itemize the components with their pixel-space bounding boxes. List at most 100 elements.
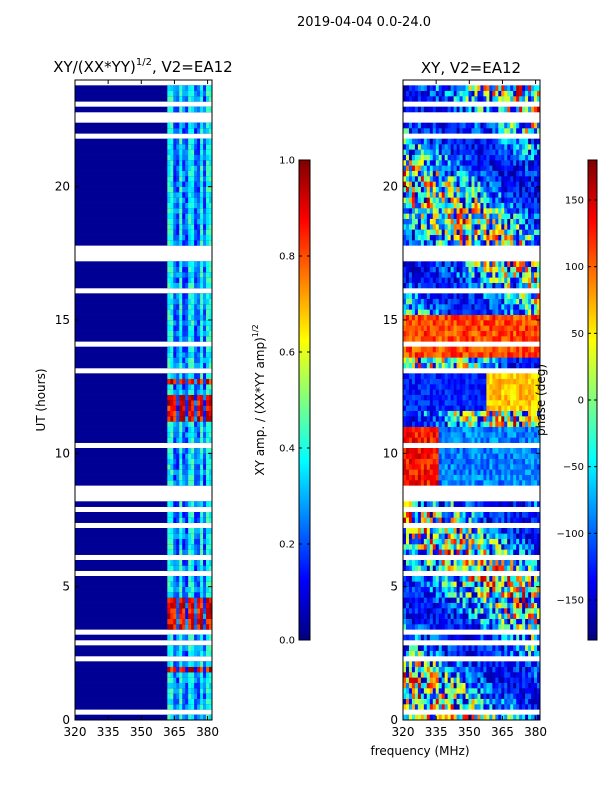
heat-cell <box>408 400 413 406</box>
heat-cell <box>453 688 457 694</box>
heat-cell <box>414 410 419 417</box>
heat-cell <box>203 352 207 358</box>
heat-cell <box>167 448 171 454</box>
heat-cell <box>453 277 457 283</box>
heat-cell <box>200 122 204 129</box>
heat-cell <box>170 224 174 230</box>
heat-cell <box>182 90 186 97</box>
heat-cell <box>197 218 201 225</box>
heat-cell <box>188 645 192 651</box>
heat-cell <box>441 464 445 470</box>
heat-cell <box>188 144 192 150</box>
heat-cell <box>426 560 431 566</box>
heat-cell <box>516 469 520 475</box>
heat-cell <box>471 421 475 427</box>
heat-cell <box>429 581 434 587</box>
heat-cell <box>432 560 437 566</box>
heat-cell <box>405 320 410 326</box>
heat-cell <box>498 698 502 705</box>
heat-cell <box>191 682 195 689</box>
heat-cell <box>534 426 538 433</box>
heat-cell <box>417 373 422 379</box>
heat-cell <box>516 474 520 481</box>
heat-cell <box>411 682 416 689</box>
heat-cell <box>489 501 493 507</box>
heat-cell <box>206 480 210 486</box>
heat-cell <box>516 320 520 326</box>
heat-cell <box>510 576 514 582</box>
heat-cell <box>492 650 496 657</box>
heat-cell <box>170 693 174 699</box>
heat-cell <box>197 266 201 273</box>
heat-cell <box>459 357 463 363</box>
heat-cell <box>435 448 440 454</box>
heat-cell <box>462 464 466 470</box>
heat-cell <box>423 352 428 358</box>
heat-cell <box>444 261 448 267</box>
heat-cell <box>507 234 511 241</box>
heat-cell <box>525 586 529 593</box>
heat-cell <box>173 122 177 129</box>
heat-cell <box>456 650 460 657</box>
heat-cell <box>167 336 171 342</box>
heat-cell <box>441 389 445 395</box>
heat-cell <box>438 501 443 507</box>
heat-cell <box>185 528 189 534</box>
heat-cell <box>405 645 410 651</box>
heat-cell <box>438 469 443 475</box>
heat-cell <box>170 480 174 486</box>
heat-cell <box>179 421 183 427</box>
heat-cell <box>504 373 508 379</box>
heat-cell <box>507 714 511 720</box>
heat-cell <box>200 512 204 518</box>
heat-cell <box>483 538 487 545</box>
heat-cell <box>468 512 472 518</box>
heat-cell <box>191 544 195 550</box>
heat-cell <box>471 517 475 523</box>
heat-cell <box>489 448 493 454</box>
heat-cell <box>480 581 484 587</box>
heat-cell <box>441 458 445 465</box>
heat-cell <box>459 304 463 310</box>
heat-cell <box>176 426 180 433</box>
heat-cell <box>498 650 502 657</box>
heat-cell <box>468 581 472 587</box>
heat-cell <box>426 266 431 273</box>
heat-cell <box>435 661 440 667</box>
heat-cell <box>203 400 207 406</box>
heat-cell <box>167 224 171 230</box>
heat-cell <box>501 400 505 406</box>
heat-cell <box>182 266 186 273</box>
heat-cell <box>444 272 448 278</box>
heat-cell <box>179 469 183 475</box>
heat-cell <box>75 293 212 299</box>
heat-cell <box>426 581 431 587</box>
heat-cell <box>459 261 463 267</box>
heat-cell <box>510 698 514 705</box>
heat-cell <box>173 282 177 289</box>
heat-cell <box>522 453 526 459</box>
heat-cell <box>507 586 511 593</box>
heat-cell <box>471 480 475 486</box>
heat-cell <box>537 384 540 390</box>
heat-cell <box>498 346 502 353</box>
heat-cell <box>173 698 177 705</box>
heat-cell <box>447 240 451 246</box>
heat-cell <box>209 170 212 177</box>
heat-cell <box>75 90 212 97</box>
heat-cell <box>209 597 212 603</box>
heat-cell <box>203 533 207 539</box>
heat-cell <box>420 538 425 545</box>
heat-cell <box>456 400 460 406</box>
heat-cell <box>185 186 189 193</box>
heat-cell <box>438 426 443 433</box>
heat-cell <box>447 576 451 582</box>
heat-cell <box>206 549 210 555</box>
heat-cell <box>462 458 466 465</box>
heat-cell <box>522 448 526 454</box>
heat-cell <box>185 197 189 203</box>
heat-cell <box>525 469 529 475</box>
heat-cell <box>453 608 457 614</box>
heat-cell <box>480 576 484 582</box>
heat-cell <box>411 261 416 267</box>
